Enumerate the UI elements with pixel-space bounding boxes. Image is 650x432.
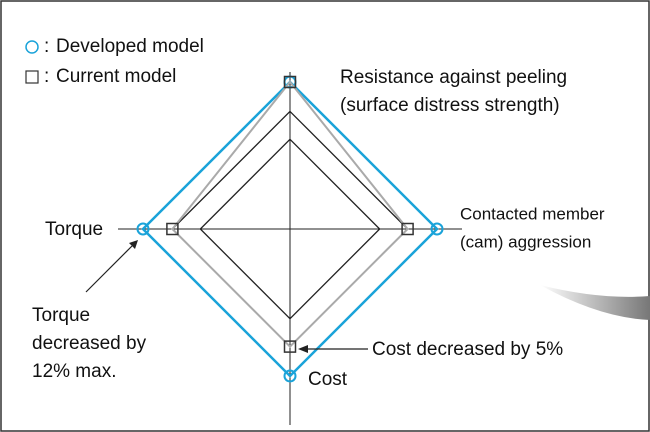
axis-label: (surface distress strength) <box>340 95 560 116</box>
annotation: decreased by <box>32 333 147 354</box>
decoration <box>540 285 650 320</box>
marker <box>430 222 444 236</box>
marker <box>283 340 297 353</box>
arrowhead <box>298 345 308 353</box>
plot: Resistance against peeling (surface distr… <box>25 36 605 425</box>
legend-marker <box>25 40 39 54</box>
series-line <box>141 80 439 378</box>
marker <box>136 222 150 236</box>
legend-separator: : <box>44 36 49 57</box>
axis-label: Torque <box>45 219 103 240</box>
marker <box>283 75 297 89</box>
annotation: Cost decreased by 5% <box>372 339 563 360</box>
annotation: Torque <box>32 305 90 326</box>
legend-label: Developed model <box>56 36 204 57</box>
legend-marker <box>25 70 39 84</box>
axis-label: Cost <box>308 369 348 390</box>
legend-separator: : <box>44 66 49 87</box>
axis-label: Resistance against peeling <box>340 67 567 88</box>
marker <box>283 369 297 383</box>
marker <box>166 222 179 236</box>
legend-label: Current model <box>56 66 176 87</box>
annotation: 12% max. <box>32 361 116 382</box>
marker <box>401 222 414 236</box>
axis-label: (cam) aggression <box>460 232 591 251</box>
series-line <box>171 80 409 349</box>
arrowhead <box>129 240 138 249</box>
arrow <box>85 245 133 293</box>
axis-label: Contacted member <box>460 204 605 223</box>
